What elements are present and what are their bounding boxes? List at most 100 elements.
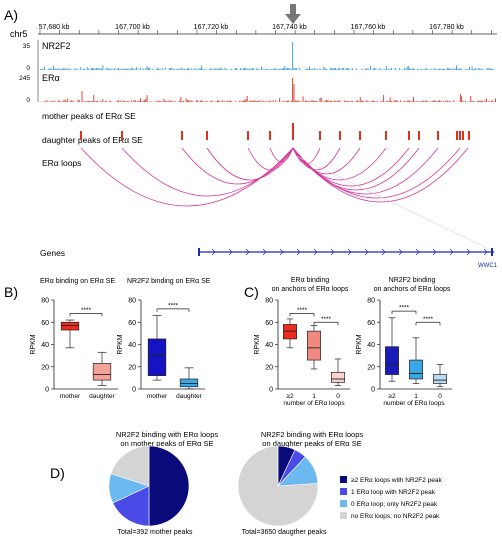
box (283, 324, 297, 340)
nr2f2-bar (270, 69, 271, 70)
nr2f2-bar (196, 69, 197, 70)
nr2f2-bar (168, 68, 170, 70)
era-bar (453, 100, 455, 102)
era-bar (448, 101, 450, 102)
era-bar (242, 100, 244, 102)
era-bar (427, 101, 429, 102)
era-bar (328, 101, 330, 102)
legend-label: 0 ERα loop; only NR2F2 peak (351, 501, 438, 508)
era-bar (64, 99, 66, 102)
era-bar (361, 100, 362, 102)
nr2f2-bar (214, 68, 216, 70)
nr2f2-bar (272, 68, 274, 70)
era-bar (211, 100, 213, 102)
gene-chevron (364, 248, 369, 256)
era-bar (105, 100, 106, 102)
era-bar (137, 101, 139, 102)
nr2f2-bar (116, 68, 118, 70)
nr2f2-bar (439, 68, 440, 70)
nr2f2-bar (275, 68, 277, 70)
panel-d-title-left-2: on mother peaks of ERα SE (120, 439, 213, 448)
nr2f2-bar (110, 69, 112, 70)
loop-arc (181, 147, 294, 185)
era-bar (387, 101, 388, 102)
era-bar (210, 101, 212, 102)
era-bar (285, 100, 287, 102)
nr2f2-bar (459, 68, 461, 70)
box (307, 330, 321, 361)
nr2f2-bar (292, 42, 294, 70)
era-bar (449, 101, 451, 102)
nr2f2-bar (293, 68, 295, 70)
nr2f2-bar (219, 67, 221, 70)
nr2f2-bar (465, 69, 466, 70)
y-axis-label: RPKM (117, 334, 124, 354)
nr2f2-bar (296, 68, 297, 70)
nr2f2-bar (266, 68, 268, 70)
gene-track (198, 248, 494, 256)
pie-mother (108, 445, 190, 527)
nr2f2-bar (348, 68, 349, 70)
era-bar (445, 100, 447, 102)
nr2f2-bar (379, 68, 381, 70)
era-bar (480, 100, 482, 102)
daughter-peak (121, 131, 123, 140)
daughter-peaks-label: daughter peaks of ERα SE (42, 135, 143, 145)
gene-chevron (279, 248, 284, 256)
era-bar (389, 97, 391, 102)
nr2f2-bar (184, 68, 186, 70)
era-bar (350, 100, 352, 102)
box (92, 363, 112, 381)
nr2f2-bar (246, 68, 248, 70)
era-bar (160, 101, 162, 102)
era-bar (470, 96, 472, 102)
era-bar (266, 101, 268, 102)
era-bar (272, 100, 274, 102)
nr2f2-bar (95, 67, 97, 70)
nr2f2-bar (290, 69, 292, 70)
nr2f2-bar (68, 68, 70, 70)
category-label: 1 (414, 393, 418, 400)
era-bar (106, 101, 108, 102)
panel-d-label: D) (50, 465, 65, 481)
era-bar (337, 100, 339, 102)
nr2f2-bar (235, 67, 236, 70)
nr2f2-bar (467, 69, 469, 70)
era-bar (422, 100, 424, 102)
nr2f2-bar (337, 68, 339, 70)
era-bar (128, 101, 130, 102)
nr2f2-bar (186, 68, 188, 70)
era-bar (376, 100, 378, 102)
nr2f2-bar (288, 67, 290, 70)
nr2f2-bar (181, 68, 183, 70)
pie-slice (110, 445, 150, 487)
era-bar (491, 100, 492, 102)
era-bar (305, 100, 307, 102)
nr2f2-bar (132, 68, 134, 70)
nr2f2-bar (159, 68, 161, 70)
era-bar (298, 100, 300, 102)
panel-d-title-right-1: NR2F2 binding with ERα loops (261, 430, 364, 439)
nr2f2-bar (410, 68, 412, 70)
nr2f2-bar (341, 68, 343, 70)
nr2f2-bar (446, 67, 448, 70)
nr2f2-bar (457, 68, 459, 70)
era-bar (396, 100, 398, 102)
era-bar (99, 100, 101, 102)
era-bar (437, 101, 439, 102)
era-bar (251, 100, 253, 102)
era-bar (238, 100, 240, 102)
nr2f2-bar (289, 68, 291, 70)
era-bar (206, 100, 208, 102)
nr2f2-bar (162, 68, 164, 70)
pie-daughter (237, 445, 319, 527)
era-bar (406, 100, 408, 102)
nr2f2-bar (157, 68, 158, 70)
category-label: 0 (438, 393, 442, 400)
era-bar (49, 101, 50, 102)
nr2f2-bar (333, 68, 335, 70)
nr2f2-signal-track (40, 42, 496, 70)
nr2f2-bar (326, 68, 327, 70)
nr2f2-bar (53, 65, 54, 70)
era-bar (331, 100, 333, 102)
